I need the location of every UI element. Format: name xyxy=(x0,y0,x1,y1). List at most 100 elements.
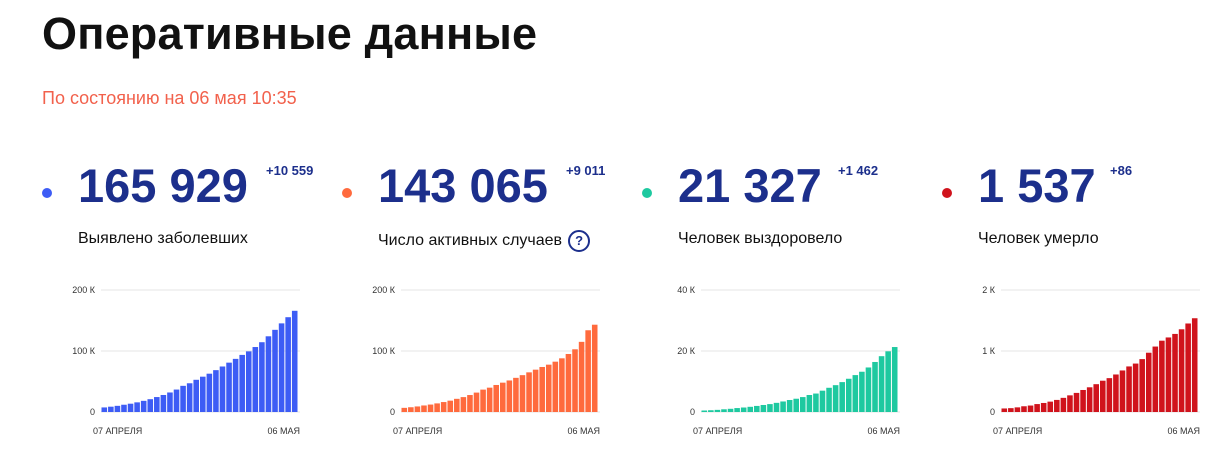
bar xyxy=(200,376,206,412)
bar xyxy=(813,393,819,412)
bar xyxy=(1132,363,1139,412)
bar xyxy=(859,371,865,412)
bar xyxy=(800,397,806,412)
bar xyxy=(408,407,414,412)
stat-card-active: 143 065 +9 011 Число активных случаев ? … xyxy=(342,150,642,460)
bar xyxy=(845,378,852,412)
stat-label-text: Человек выздоровело xyxy=(678,230,843,247)
bar xyxy=(701,410,708,412)
bar xyxy=(213,370,219,412)
bar xyxy=(832,385,839,412)
bar xyxy=(1001,408,1008,412)
bar xyxy=(773,402,780,412)
x-start-label: 07 АПРЕЛЯ xyxy=(993,426,1042,436)
bar xyxy=(1178,329,1185,412)
stat-label-text: Человек умерло xyxy=(978,230,1099,247)
bar xyxy=(1191,318,1198,412)
bar xyxy=(480,389,486,412)
bar xyxy=(167,392,173,412)
bar xyxy=(539,366,545,412)
stat-value: 21 327 xyxy=(678,159,822,212)
bar xyxy=(591,324,598,412)
bar xyxy=(473,392,480,412)
y-tick-label: 200 К xyxy=(72,285,96,295)
help-icon[interactable]: ? xyxy=(568,230,591,252)
bar xyxy=(740,407,747,412)
stat-label: Число активных случаев ? xyxy=(378,230,591,252)
status-dot xyxy=(42,188,52,198)
bar xyxy=(127,403,134,412)
stat-value: 1 537 xyxy=(978,159,1096,212)
bar xyxy=(101,407,108,412)
bar xyxy=(134,402,140,412)
y-tick-label: 40 К xyxy=(677,285,696,295)
bar xyxy=(493,384,499,412)
bar xyxy=(721,409,727,412)
x-start-label: 07 АПРЕЛЯ xyxy=(93,426,142,436)
x-start-label: 07 АПРЕЛЯ xyxy=(693,426,742,436)
bar xyxy=(1100,380,1106,412)
bar xyxy=(173,389,180,412)
bar xyxy=(1073,392,1080,412)
bar xyxy=(872,361,878,412)
bar xyxy=(421,405,427,412)
bar xyxy=(513,377,519,412)
y-tick-label: 2 К xyxy=(982,285,996,295)
bar xyxy=(272,329,278,412)
status-dot xyxy=(642,188,652,198)
bar xyxy=(1126,366,1132,412)
bar xyxy=(572,349,578,412)
bar xyxy=(559,358,565,412)
bar xyxy=(239,354,245,412)
y-tick-label: 1 К xyxy=(982,346,996,356)
bar xyxy=(891,347,898,412)
bar xyxy=(121,404,127,412)
bar xyxy=(440,402,447,412)
bar xyxy=(160,394,167,412)
bar xyxy=(865,367,872,412)
bar xyxy=(1080,389,1086,412)
chart-recovered: 0 20 К 40 К 07 АПРЕЛЯ 06 МАЯ xyxy=(677,285,900,436)
bar xyxy=(839,382,845,412)
bar xyxy=(552,361,559,412)
stat-delta: +10 559 xyxy=(266,163,314,178)
bar xyxy=(285,317,291,412)
status-dot xyxy=(942,188,952,198)
bar xyxy=(259,342,265,412)
status-dot xyxy=(342,188,352,198)
bar xyxy=(780,401,786,412)
bar xyxy=(760,404,767,412)
bar xyxy=(1139,359,1145,412)
bar xyxy=(793,398,799,412)
x-end-label: 06 МАЯ xyxy=(1167,426,1200,436)
bar xyxy=(427,404,434,412)
bar xyxy=(806,395,813,412)
bar xyxy=(1165,337,1172,412)
bar xyxy=(447,400,454,412)
x-start-label: 07 АПРЕЛЯ xyxy=(393,426,442,436)
bar xyxy=(114,405,121,412)
bar xyxy=(140,400,147,412)
bar xyxy=(206,373,213,412)
bar xyxy=(714,409,721,412)
bar xyxy=(1034,404,1040,412)
y-tick-label: 200 К xyxy=(372,285,396,295)
bar xyxy=(585,330,591,412)
stat-label: Человек умерло xyxy=(978,230,1099,248)
bar xyxy=(826,387,832,412)
x-end-label: 06 МАЯ xyxy=(267,426,300,436)
bar xyxy=(545,364,552,412)
bar xyxy=(1152,346,1159,412)
bar xyxy=(1185,323,1191,412)
bar xyxy=(232,358,239,412)
bar xyxy=(532,369,539,412)
y-tick-label: 100 К xyxy=(372,346,396,356)
bar xyxy=(1086,387,1093,412)
bar xyxy=(708,410,714,412)
bar xyxy=(819,390,826,412)
bar xyxy=(754,405,760,412)
bar xyxy=(252,347,259,412)
stat-card-recovered: 21 327 +1 462 Человек выздоровело 0 20 К 4… xyxy=(642,150,942,460)
bar xyxy=(467,395,473,412)
stat-value: 143 065 xyxy=(378,159,548,212)
